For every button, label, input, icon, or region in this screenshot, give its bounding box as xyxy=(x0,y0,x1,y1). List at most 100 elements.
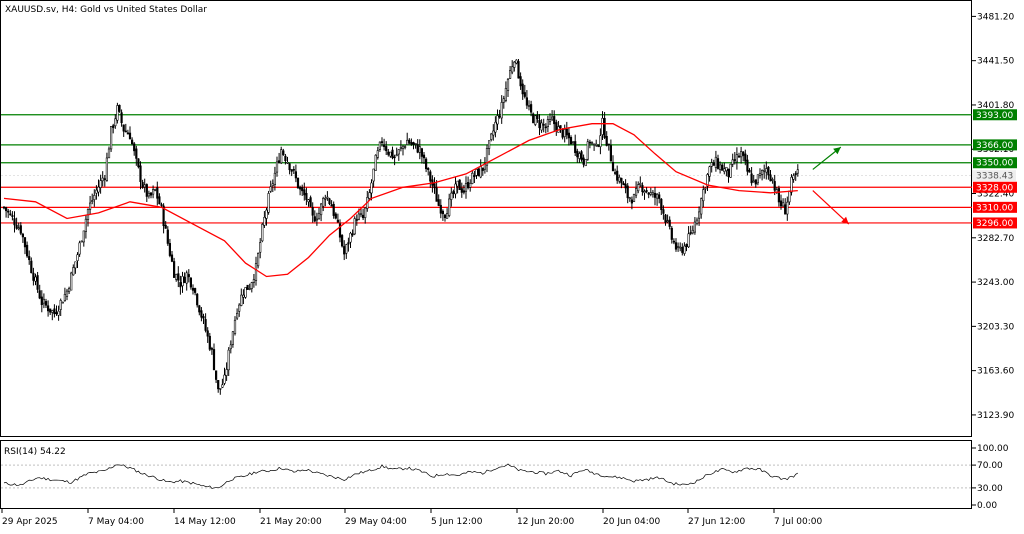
candle-bull xyxy=(315,218,319,221)
candle-bear xyxy=(189,277,193,288)
candle-bull xyxy=(357,213,361,220)
candle-bear xyxy=(576,150,579,158)
candle-bear xyxy=(569,137,573,145)
candle-bear xyxy=(779,200,783,207)
candle-bear xyxy=(611,162,615,172)
price-level-box xyxy=(973,181,1017,193)
candle-bull xyxy=(693,221,696,233)
candle-bear xyxy=(567,132,570,139)
candle-bull xyxy=(116,105,119,121)
candle-bull xyxy=(154,189,157,191)
scenario-arrow-line xyxy=(812,190,850,225)
candle-bear xyxy=(580,151,583,160)
candle-bear xyxy=(645,190,648,192)
candle-bull xyxy=(221,384,224,388)
candle-bear xyxy=(332,203,335,216)
candle-bear xyxy=(168,243,172,256)
candle-bull xyxy=(74,261,77,269)
candle-bear xyxy=(422,154,426,159)
candle-bear xyxy=(191,287,195,291)
candle-bear xyxy=(170,254,174,262)
candle-bull xyxy=(595,143,598,146)
candle-bull xyxy=(687,233,690,248)
price-level-box xyxy=(973,139,1017,151)
candle-bull xyxy=(223,374,226,384)
candle-bear xyxy=(141,182,144,188)
candle-bull xyxy=(586,141,589,160)
candle-bear xyxy=(416,144,419,153)
candle-bull xyxy=(584,159,587,167)
candle-bull xyxy=(110,126,113,150)
candle-bear xyxy=(212,349,216,371)
candle-bull xyxy=(548,119,552,123)
candle-bear xyxy=(441,210,445,215)
candle-bull xyxy=(267,193,270,213)
candle-bear xyxy=(204,319,207,331)
candle-bear xyxy=(288,163,291,171)
candle-bear xyxy=(523,92,526,97)
candle-bull xyxy=(229,344,232,350)
price-level-box xyxy=(973,217,1017,229)
candle-bull xyxy=(259,242,262,253)
candle-bear xyxy=(460,188,463,193)
candle-bull xyxy=(731,159,734,165)
candle-bull xyxy=(61,301,64,304)
candle-bear xyxy=(23,237,27,248)
candle-bear xyxy=(555,122,558,132)
candle-bear xyxy=(420,148,424,157)
candle-bear xyxy=(340,235,344,247)
candle-bear xyxy=(462,190,466,193)
candle-bear xyxy=(166,229,169,244)
candle-bear xyxy=(11,215,14,217)
candle-bull xyxy=(401,145,405,149)
candle-bull xyxy=(326,196,329,199)
candle-bull xyxy=(261,224,264,242)
candle-bear xyxy=(145,184,148,197)
candle-bear xyxy=(616,170,619,181)
candle-bear xyxy=(784,204,787,215)
candle-bear xyxy=(582,157,585,165)
candle-bear xyxy=(521,83,524,95)
time-tick-label: 7 Jul 00:00 xyxy=(774,517,823,527)
candle-bull xyxy=(511,66,514,73)
candle-bear xyxy=(647,192,650,195)
candle-bull xyxy=(739,151,743,158)
candle-bull xyxy=(91,200,94,202)
candle-bear xyxy=(284,155,287,162)
candle-bear xyxy=(9,213,12,216)
candle-bear xyxy=(443,214,447,219)
candle-bear xyxy=(301,187,304,192)
candle-bear xyxy=(179,282,182,288)
candle-bear xyxy=(177,273,180,281)
candle-bull xyxy=(364,207,367,218)
candle-bear xyxy=(15,224,18,229)
candle-bull xyxy=(322,198,325,207)
time-tick-label: 20 Jun 04:00 xyxy=(603,517,660,527)
candle-bear xyxy=(210,348,214,350)
candle-bear xyxy=(664,214,667,223)
candle-bull xyxy=(490,133,493,140)
candle-bull xyxy=(504,88,508,101)
candle-bull xyxy=(710,162,713,167)
scenario-arrows xyxy=(812,146,850,225)
candle-bear xyxy=(124,130,127,133)
time-tick-label: 7 May 04:00 xyxy=(88,517,144,527)
candle-bear xyxy=(19,225,22,234)
candle-bear xyxy=(773,181,776,191)
candle-bear xyxy=(473,175,476,177)
candle-bear xyxy=(626,185,629,199)
candle-bull xyxy=(236,312,239,319)
candle-bull xyxy=(403,146,407,148)
candle-bull xyxy=(273,172,277,186)
candle-bear xyxy=(208,335,211,350)
candle-bear xyxy=(477,168,480,177)
candle-bull xyxy=(590,141,594,144)
time-axis: 29 Apr 2025 7 May 04:00 14 May 12:00 21 May… xyxy=(1,508,823,527)
candle-bull xyxy=(702,189,705,202)
candle-bear xyxy=(733,159,736,161)
candle-bull xyxy=(643,191,646,194)
candle-bull xyxy=(534,115,537,125)
candle-bull xyxy=(101,177,104,182)
candle-bear xyxy=(750,173,753,184)
